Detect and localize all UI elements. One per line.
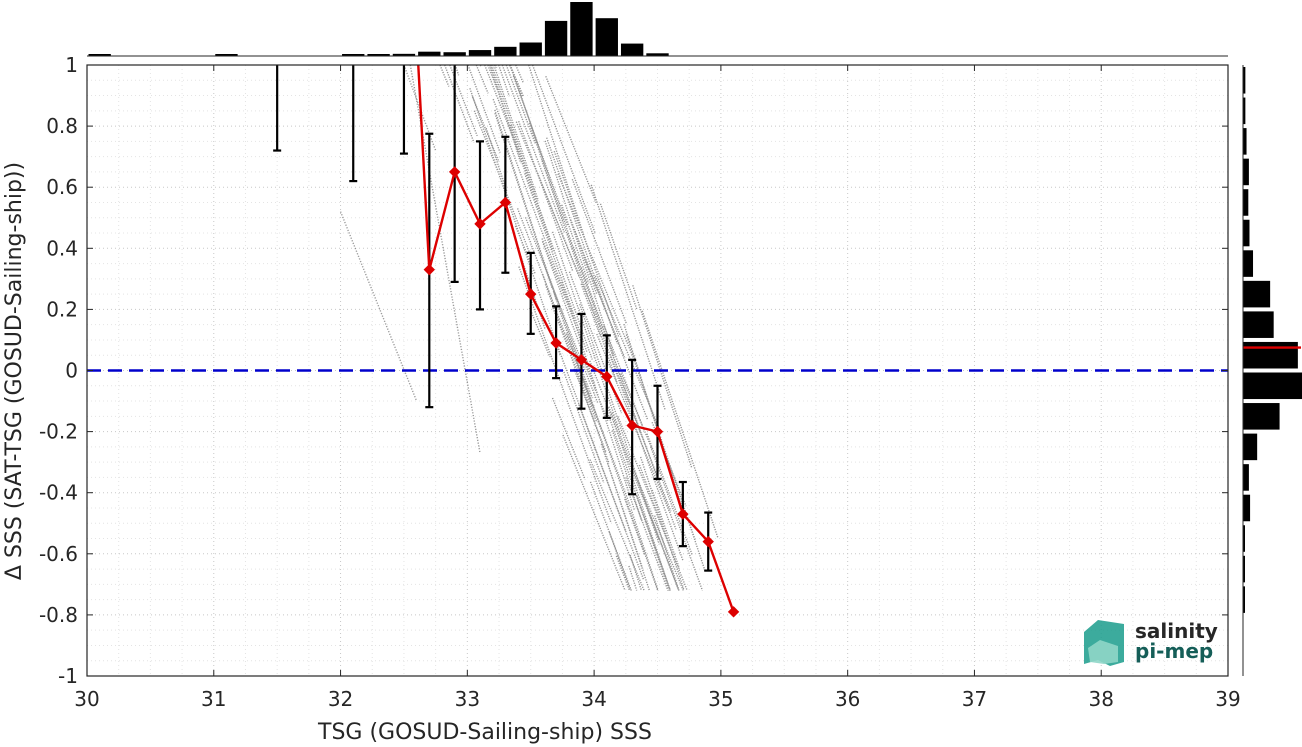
top-histogram-bar xyxy=(88,54,111,56)
y-tick-label: -0.4 xyxy=(39,481,78,505)
logo-wave-shade xyxy=(1088,640,1118,664)
right-histogram-bar xyxy=(1243,525,1245,552)
top-histogram-bar xyxy=(367,54,390,56)
right-histogram-bar xyxy=(1243,67,1246,94)
y-tick-label: 1 xyxy=(65,53,78,77)
right-histogram-bar xyxy=(1243,97,1246,125)
right-histogram-bar xyxy=(1243,586,1245,613)
scatter-outlier-streak xyxy=(409,64,481,454)
right-histogram-bar xyxy=(1243,128,1247,155)
binned-mean-marker xyxy=(727,606,740,618)
top-histogram-bar xyxy=(595,18,618,56)
x-tick-label: 37 xyxy=(962,687,987,711)
right-histogram-bar xyxy=(1243,189,1249,216)
right-histogram-bar xyxy=(1243,219,1250,247)
binned-mean-marker xyxy=(651,425,664,438)
top-histogram-bar xyxy=(646,53,669,56)
y-tick-label: -0.2 xyxy=(39,420,78,444)
top-histogram-bar xyxy=(443,52,466,56)
right-histogram-bar xyxy=(1243,280,1271,308)
top-histogram xyxy=(88,2,669,56)
y-axis-title: Δ SSS (SAT-TSG (GOSUD-Sailing-ship)) xyxy=(2,162,27,580)
logo-line1: salinity xyxy=(1135,619,1218,643)
binned-mean-marker xyxy=(423,263,436,276)
logo-line2: pi-mep xyxy=(1135,639,1213,663)
x-tick-label: 31 xyxy=(201,687,226,711)
binned-mean-line xyxy=(417,64,735,613)
right-histogram-bar xyxy=(1243,250,1254,277)
y-tick-label: -1 xyxy=(58,664,78,688)
right-histogram xyxy=(1243,67,1302,613)
top-histogram-bar xyxy=(215,54,238,56)
y-tick-label: -0.6 xyxy=(39,542,78,566)
right-histogram-bar xyxy=(1243,555,1245,583)
binned-mean-marker xyxy=(474,218,486,230)
top-histogram-bar xyxy=(494,46,517,56)
binned-mean-marker xyxy=(601,370,613,383)
top-histogram-bar xyxy=(468,50,492,56)
x-tick-label: 39 xyxy=(1215,687,1240,711)
y-tick-label: -0.8 xyxy=(39,603,78,627)
x-tick-label: 35 xyxy=(708,687,733,711)
binned-mean-marker xyxy=(525,288,537,300)
salinity-pi-mep-logo: salinity pi-mep xyxy=(1084,619,1218,666)
right-histogram-bar xyxy=(1243,341,1298,369)
scatter-streaks xyxy=(439,64,719,591)
x-tick-label: 38 xyxy=(1088,687,1113,711)
x-tick-label: 33 xyxy=(455,687,480,711)
right-histogram-bar xyxy=(1243,433,1258,461)
right-histogram-bar xyxy=(1243,403,1280,430)
y-tick-label: 0.6 xyxy=(46,175,78,199)
mean-line-group xyxy=(417,64,740,618)
right-histogram-bar xyxy=(1243,494,1251,522)
y-tick-label: 0.8 xyxy=(46,114,78,138)
y-tick-label: 0 xyxy=(65,359,78,383)
binned-mean-marker xyxy=(702,535,714,548)
y-tick-label: 0.2 xyxy=(46,297,78,321)
x-axis-title: TSG (GOSUD-Sailing-ship) SSS xyxy=(317,720,652,745)
top-histogram-bar xyxy=(620,43,644,56)
binned-mean-marker xyxy=(448,166,461,178)
x-tick-label: 30 xyxy=(74,687,99,711)
x-tick-label: 32 xyxy=(328,687,353,711)
binned-mean-marker xyxy=(677,508,689,520)
x-tick-label: 36 xyxy=(835,687,860,711)
right-histogram-bar xyxy=(1243,311,1274,338)
top-histogram-bar xyxy=(392,53,416,56)
x-tick-label: 34 xyxy=(581,687,606,711)
x-axis-ticks: 30 31 32 33 34 35 36 37 38 39 xyxy=(74,65,1241,711)
top-histogram-bar xyxy=(342,54,365,56)
top-histogram-bar xyxy=(418,51,441,56)
binned-mean-marker xyxy=(575,354,588,366)
right-histogram-bar xyxy=(1243,372,1302,400)
binned-mean-marker xyxy=(550,337,562,349)
right-histogram-bar xyxy=(1243,158,1249,186)
binned-mean-marker xyxy=(626,419,638,432)
top-histogram-bar xyxy=(544,20,568,56)
y-tick-label: 0.4 xyxy=(46,236,78,260)
top-histogram-bar xyxy=(519,42,542,56)
right-histogram-bar xyxy=(1243,464,1249,491)
y-axis-ticks: -1 -0.8 -0.6 -0.4 -0.2 0 0.2 0.4 0.6 0.8 1 xyxy=(39,53,1228,688)
scatter-outlier-streak xyxy=(339,211,418,402)
binned-mean-marker xyxy=(499,196,512,209)
top-histogram-bar xyxy=(570,2,593,56)
